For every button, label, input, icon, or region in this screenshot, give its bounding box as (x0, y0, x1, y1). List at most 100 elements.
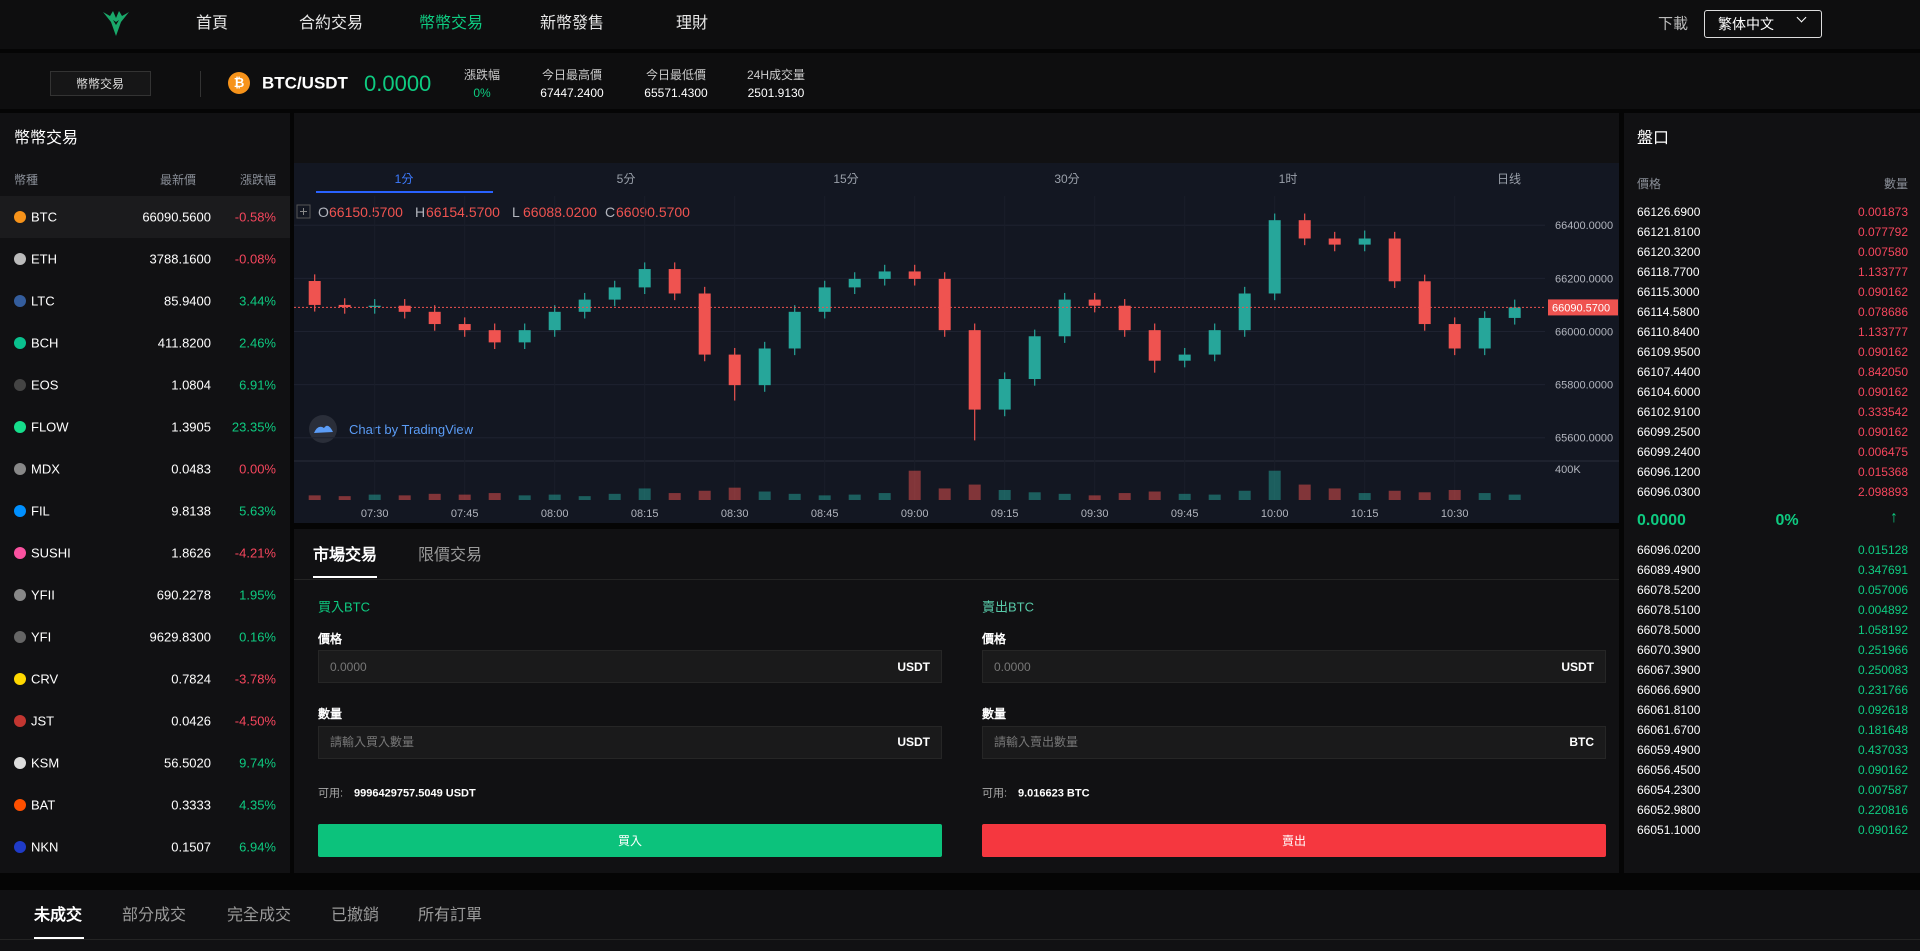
coin-change: -3.78% (234, 671, 276, 687)
nav-item[interactable]: 幣幣交易 (418, 15, 484, 32)
x-tick-label: 09:45 (1171, 508, 1199, 520)
nav-item[interactable]: 新幣發售 (539, 15, 605, 32)
coin-price: 0.0426 (171, 713, 211, 729)
orders-tab[interactable]: 部分成交 (122, 907, 187, 924)
trade-tab[interactable]: 限價交易 (418, 547, 483, 564)
coin-icon (14, 505, 26, 517)
coin-price: 1.0804 (171, 377, 211, 393)
amount-input[interactable] (982, 726, 1606, 759)
book-price: 66061.6700 (1637, 723, 1701, 737)
available-label: 可用: (982, 787, 1008, 800)
coin-price: 1.3905 (171, 419, 211, 435)
orders-tab[interactable]: 所有訂單 (418, 907, 483, 924)
candle-body (998, 379, 1011, 410)
timeframe-tab[interactable]: 15分 (833, 172, 858, 186)
coin-icon (14, 379, 26, 391)
book-price: 66054.2300 (1637, 783, 1701, 797)
coin-icon (14, 463, 26, 475)
candle-body (878, 271, 891, 279)
candle-body (668, 269, 681, 294)
price-placeholder: 0.0000 (994, 660, 1031, 674)
orders-tab[interactable]: 未成交 (34, 907, 83, 924)
book-price: 66052.9800 (1637, 803, 1701, 817)
market-button[interactable] (50, 71, 151, 96)
volume-bar (1058, 493, 1071, 500)
volume-bar (758, 491, 771, 500)
candle-body (968, 330, 981, 410)
language-label: 繁体中文 (1718, 16, 1774, 32)
candle-body (1148, 330, 1161, 361)
book-price: 66115.3000 (1637, 285, 1700, 299)
coin-price: 0.3333 (171, 797, 211, 813)
x-tick-label: 10:00 (1261, 508, 1289, 520)
ohlc-value: 66154.5700 (426, 204, 500, 220)
nav-item[interactable]: 合約交易 (298, 15, 364, 32)
pair: BTC/USDT (262, 73, 348, 93)
top-nav (0, 0, 1920, 49)
market-button-label: 幣幣交易 (75, 77, 125, 91)
candle-body (578, 299, 591, 312)
download-link[interactable]: 下載 (1657, 15, 1689, 33)
coin-change: 6.94% (239, 839, 276, 855)
coin-name: FIL (31, 503, 50, 519)
timeframe-tab[interactable]: 1分 (395, 172, 414, 186)
timeframe-tab[interactable]: 1时 (1279, 172, 1298, 186)
coin-name: FLOW (31, 419, 69, 435)
volume-bar (1088, 495, 1101, 500)
book-amount: 0.220816 (1857, 803, 1908, 817)
language-select[interactable] (1704, 10, 1822, 38)
price-input[interactable] (982, 650, 1606, 683)
candle-body (1298, 220, 1311, 239)
volume-bar (1148, 491, 1161, 500)
logo[interactable] (101, 8, 131, 38)
volume-bar (608, 493, 621, 500)
mid-change: 0% (1775, 512, 1799, 529)
nav-item[interactable]: 理財 (675, 15, 709, 32)
orders-tab[interactable]: 已撤銷 (331, 907, 380, 924)
coin-price: 1.8626 (171, 545, 211, 561)
chart-tool-icon (300, 208, 307, 215)
submit-button[interactable] (982, 824, 1606, 857)
book-amount: 0.077792 (1857, 225, 1908, 239)
book-amount: 0.004892 (1857, 603, 1908, 617)
timeframe-tab[interactable]: 日线 (1497, 172, 1521, 186)
orders-tab[interactable]: 完全成交 (227, 907, 292, 924)
candle-body (1178, 354, 1191, 361)
volume-bar (638, 488, 651, 500)
candle-body (908, 271, 921, 279)
nav-item[interactable]: 首頁 (195, 15, 229, 32)
tradingview-logo-shape (314, 425, 333, 433)
coin-price: 690.2278 (156, 587, 211, 603)
candle-body (728, 354, 741, 386)
timeframe-tab[interactable]: 30分 (1054, 172, 1079, 186)
timeframe-tab[interactable]: 5分 (617, 172, 636, 186)
coin-name: BAT (31, 797, 56, 813)
candle-body (458, 324, 471, 331)
coin-price: 66090.5600 (142, 209, 211, 225)
amount-input[interactable] (318, 726, 942, 759)
volume-bar (428, 493, 441, 500)
book-price: 66066.6900 (1637, 683, 1701, 697)
submit-label: 買入 (617, 834, 643, 848)
volume-bar (1448, 489, 1461, 500)
trade-tab[interactable]: 市場交易 (313, 547, 378, 564)
volume-bar (1508, 494, 1521, 500)
volume-bar (338, 496, 351, 500)
volume-bar (488, 493, 501, 500)
stat-value: 0% (473, 86, 491, 100)
candle-body (308, 281, 321, 305)
volume-bar (878, 493, 891, 500)
orderbook-header: 價格 (1637, 177, 1662, 191)
chart-tool[interactable] (296, 204, 311, 219)
price-input[interactable] (318, 650, 942, 683)
volume-bar (458, 494, 471, 500)
coin-icon (14, 757, 26, 769)
submit-button[interactable] (318, 824, 942, 857)
volume-bar (1298, 484, 1311, 500)
orderbook-header: 數量 (1883, 177, 1908, 191)
coin-price: 56.5020 (164, 755, 211, 771)
market-header: 漲跌幅 (239, 173, 276, 187)
market-header: 幣種 (14, 173, 39, 187)
chart-background (294, 163, 1619, 523)
